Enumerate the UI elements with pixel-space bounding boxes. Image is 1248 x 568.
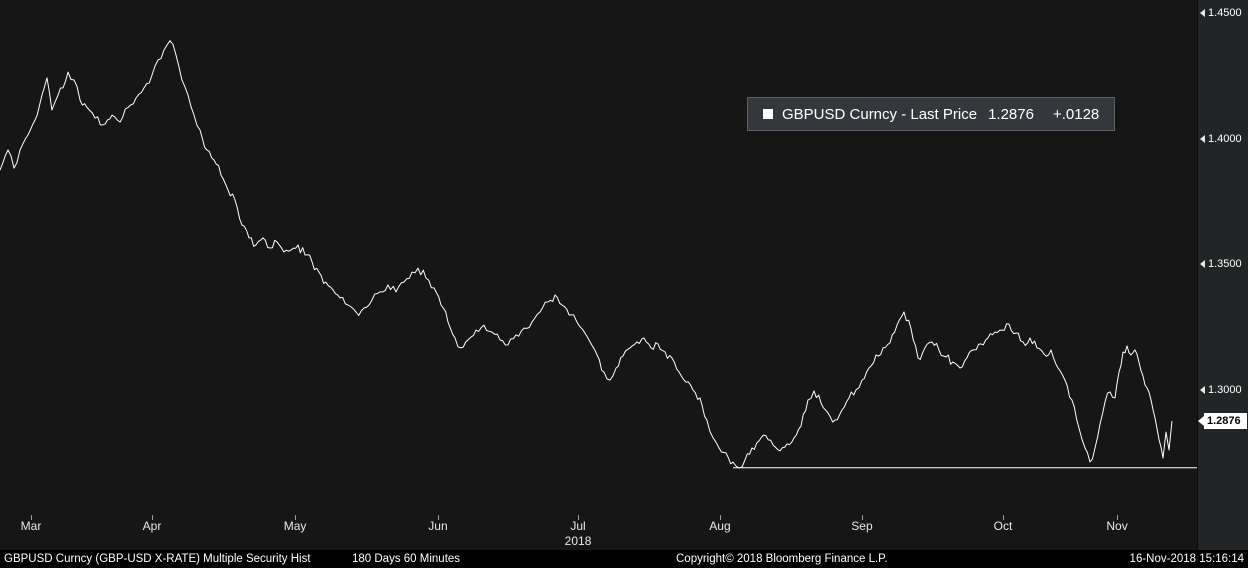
tick-arrow-icon: [1200, 9, 1205, 18]
x-axis-year-label: 2018: [564, 534, 592, 548]
x-axis-month-label: Jul: [570, 519, 586, 533]
x-axis-month-label: May: [283, 519, 307, 533]
y-tick-label: 1.3500: [1208, 258, 1242, 271]
x-axis-tick: [31, 515, 32, 520]
tick-arrow-icon: [1200, 385, 1205, 394]
status-bar: GBPUSD Curncy (GBP-USD X-RATE) Multiple …: [0, 550, 1248, 568]
y-tick-label: 1.3000: [1208, 383, 1242, 396]
x-axis-tick: [719, 515, 721, 520]
x-axis-tick: [152, 515, 154, 520]
y-tick-label: 1.4000: [1208, 132, 1242, 145]
y-axis-tick: 1.4000: [1200, 132, 1242, 146]
status-copyright: Copyright© 2018 Bloomberg Finance L.P.: [676, 553, 888, 565]
x-axis-tick: [578, 515, 580, 520]
x-axis-month-label: Sep: [851, 519, 873, 533]
legend-change: +.0128: [1052, 105, 1100, 123]
x-axis-month-label: Mar: [20, 519, 42, 533]
x-axis[interactable]: 2018 Mar Apr May Jun Jul Aug Sep Oct Nov: [0, 515, 1197, 550]
y-axis[interactable]: 1.2876 1.4500 1.4000 1.3500 1.3000: [1197, 0, 1248, 550]
x-axis-month-label: Jun: [428, 519, 448, 533]
tick-arrow-icon: [1200, 260, 1205, 269]
x-axis-tick: [861, 515, 863, 520]
price-line-chart[interactable]: [0, 0, 1197, 515]
status-datetime: 16-Nov-2018 15:16:14: [1129, 553, 1244, 565]
x-axis-month-label: Apr: [142, 519, 162, 533]
tick-arrow-icon: [1200, 134, 1205, 143]
plot-area[interactable]: GBPUSD Curncy - Last Price 1.2876 +.0128: [0, 0, 1197, 515]
x-axis-month-label: Oct: [993, 519, 1013, 533]
status-security-description: GBPUSD Curncy (GBP-USD X-RATE) Multiple …: [4, 553, 311, 565]
last-price-badge-value: 1.2876: [1207, 415, 1241, 428]
x-axis-month-label: Aug: [709, 519, 731, 533]
last-price-badge: 1.2876: [1204, 413, 1247, 430]
y-axis-tick: 1.3500: [1200, 257, 1242, 271]
x-axis-tick: [437, 515, 439, 520]
x-axis-tick: [1002, 515, 1004, 520]
y-tick-label: 1.4500: [1208, 7, 1242, 20]
legend-last-price: 1.2876: [988, 105, 1034, 123]
x-axis-tick: [1117, 515, 1119, 520]
legend-series-label: GBPUSD Curncy - Last Price: [782, 105, 978, 123]
series-marker-icon: [763, 109, 773, 119]
x-axis-tick: [295, 515, 297, 520]
x-axis-month-label: Nov: [1106, 519, 1128, 533]
price-line: [0, 40, 1173, 469]
y-axis-tick: 1.4500: [1200, 6, 1242, 20]
chart-legend[interactable]: GBPUSD Curncy - Last Price 1.2876 +.0128: [747, 97, 1116, 131]
status-period: 180 Days 60 Minutes: [352, 553, 461, 565]
y-axis-tick: 1.3000: [1200, 383, 1242, 397]
